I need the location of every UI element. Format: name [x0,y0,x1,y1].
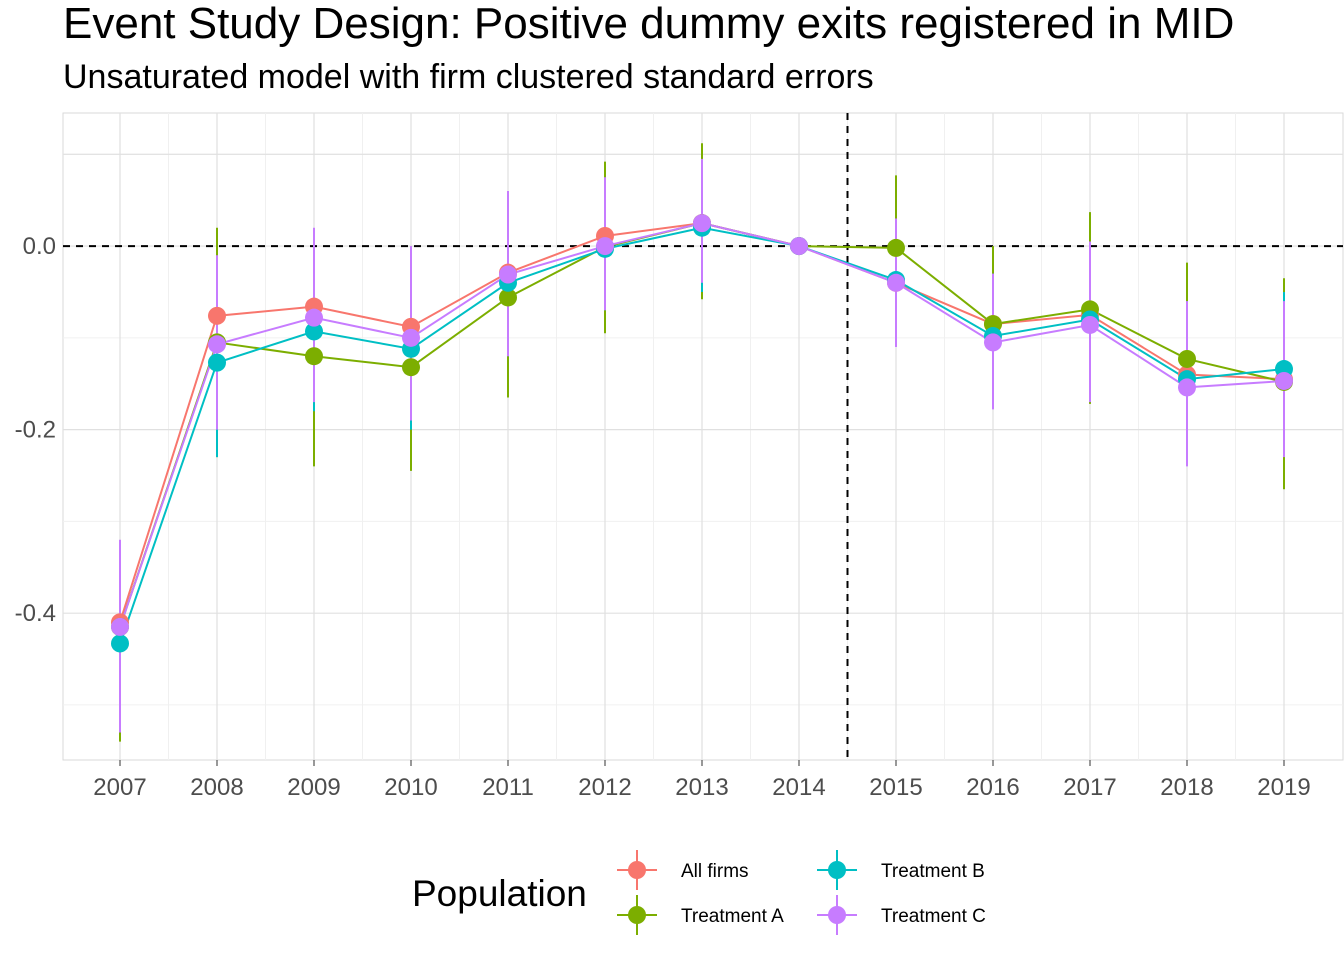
legend-item: Treatment A [617,895,784,935]
data-point [305,322,323,341]
legend-item: Treatment C [817,895,986,935]
x-tick-label: 2009 [287,774,340,801]
points-treatment-c [111,214,1293,636]
legend-key-point [628,861,646,879]
data-point [1081,315,1099,334]
data-point [887,238,905,257]
plot-panel [62,112,1344,761]
data-point [111,617,129,636]
legend-label: Treatment B [881,861,985,882]
y-tick-label: -0.4 [15,600,56,627]
x-tick-label: 2013 [675,774,728,801]
data-point [790,237,808,256]
y-tick-label: 0.0 [23,233,56,260]
legend-label: Treatment A [681,906,784,927]
data-point [111,634,129,653]
series-layer [111,143,1293,742]
data-point [499,265,517,284]
x-tick-label: 2017 [1063,774,1116,801]
data-point [402,328,420,347]
data-point [1275,371,1293,390]
x-tick-label: 2010 [384,774,437,801]
data-point [984,333,1002,352]
legend-item: All firms [617,850,749,890]
legend-key-point [828,861,846,879]
data-point [693,214,711,233]
legend: Population All firms Treatment A Treatment … [412,850,986,935]
data-point [402,358,420,377]
data-point [1178,378,1196,397]
x-tick-label: 2014 [772,774,825,801]
data-point [1178,349,1196,368]
legend-label: Treatment C [881,906,986,927]
x-tick-label: 2011 [482,774,534,801]
x-tick-label: 2008 [190,774,243,801]
data-point [305,347,323,366]
data-point [499,288,517,307]
x-tick-label: 2018 [1160,774,1213,801]
data-point [596,237,614,256]
x-tick-label: 2016 [966,774,1019,801]
data-point [208,353,226,372]
data-point [887,273,905,292]
x-tick-label: 2015 [869,774,922,801]
data-point [208,306,226,325]
x-tick-label: 2019 [1257,774,1310,801]
legend-title: Population [412,873,587,914]
data-point [208,335,226,354]
legend-item: Treatment B [817,850,985,890]
x-tick-label: 2007 [93,774,146,801]
axes: -0.4 -0.2 0.0 2007 2008 2009 2010 2011 2012 2013 2… [15,113,1343,801]
x-tick-label: 2012 [578,774,631,801]
legend-key-point [628,906,646,924]
legend-key-point [828,906,846,924]
legend-label: All firms [681,861,749,882]
data-point [305,308,323,327]
y-tick-label: -0.2 [15,417,56,444]
chart-subtitle: Unsaturated model with firm clustered st… [63,58,874,96]
chart-title: Event Study Design: Positive dummy exits… [63,0,1235,48]
